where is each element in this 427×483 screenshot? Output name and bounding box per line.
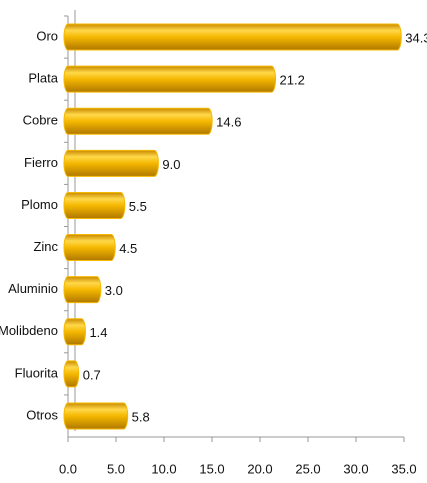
bar-body: [63, 191, 126, 219]
bar-body: [63, 234, 116, 262]
bar: [63, 402, 129, 430]
value-label: 4.5: [119, 241, 137, 256]
y-tick-label: Plomo: [21, 197, 58, 212]
value-label: 5.5: [129, 199, 147, 214]
y-tick-label: Zinc: [33, 239, 58, 254]
value-label: 9.0: [162, 157, 180, 172]
y-tick-label: Fierro: [24, 155, 58, 170]
x-tick-label: 30.0: [343, 461, 368, 476]
value-label: 21.2: [280, 73, 305, 88]
x-tick-label: 25.0: [295, 461, 320, 476]
bar: [63, 23, 402, 51]
y-tick-label: Otros: [26, 407, 58, 422]
bar: [63, 65, 277, 93]
value-label: 5.8: [132, 409, 150, 424]
bar: [63, 107, 213, 135]
bar-body: [63, 107, 213, 135]
y-tick-label: Oro: [36, 28, 58, 43]
y-tick-label: Molibdeno: [0, 323, 58, 338]
bar-body: [63, 276, 102, 304]
bar-body: [63, 402, 129, 430]
bar: [63, 234, 116, 262]
x-tick-label: 5.0: [107, 461, 125, 476]
y-tick-label: Aluminio: [8, 281, 58, 296]
value-label: 14.6: [216, 115, 241, 130]
bar-body: [63, 65, 277, 93]
value-label: 34.3: [405, 30, 427, 45]
y-tick-label: Fluorita: [15, 365, 59, 380]
bar: [63, 318, 86, 346]
x-tick-label: 20.0: [247, 461, 272, 476]
value-label: 1.4: [89, 325, 107, 340]
x-tick-label: 15.0: [199, 461, 224, 476]
bar-body: [63, 318, 86, 346]
bar: [63, 276, 102, 304]
y-tick-label: Cobre: [23, 113, 58, 128]
x-tick-label: 0.0: [59, 461, 77, 476]
value-label: 0.7: [83, 367, 101, 382]
bar-body: [63, 360, 80, 388]
bar-body: [63, 149, 159, 177]
bar: [63, 191, 126, 219]
bar: [63, 149, 159, 177]
x-tick-label: 35.0: [391, 461, 416, 476]
bar: [63, 360, 80, 388]
y-tick-label: Plata: [28, 71, 58, 86]
value-label: 3.0: [105, 283, 123, 298]
x-tick-label: 10.0: [151, 461, 176, 476]
bar-body: [63, 23, 402, 51]
